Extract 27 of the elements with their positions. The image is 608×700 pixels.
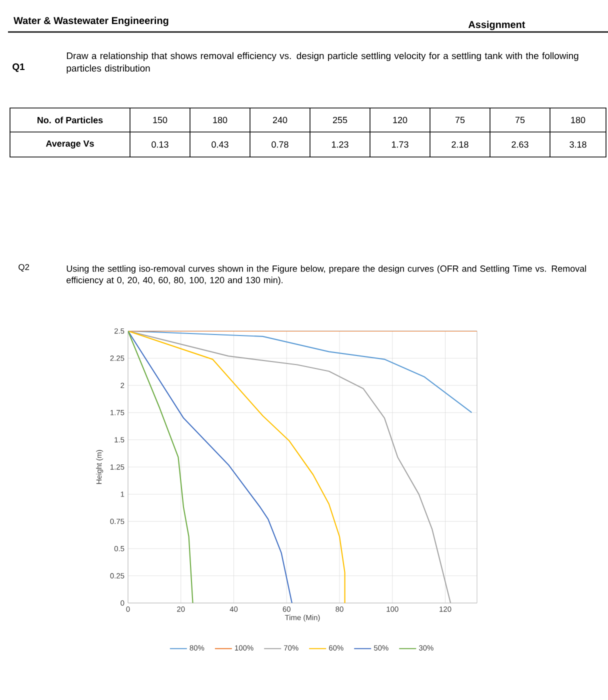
line-series: [128, 331, 346, 604]
text: Water & Wastewater Engineering: [14, 16, 168, 26]
text: No. of Particles: [38, 116, 103, 124]
text: Q1: [12, 63, 25, 72]
text: Draw a relationship that shows removal efficiency vs. design particle settling velocity for a settling tank with the following particles distribution: [66, 52, 578, 74]
line-series: [128, 331, 292, 604]
text: 150: [153, 116, 168, 124]
text: 0.78: [272, 141, 288, 148]
text: 75: [515, 116, 525, 124]
text: 2.63: [512, 141, 528, 148]
text: 0.13: [152, 141, 168, 148]
text: 255: [332, 116, 348, 124]
text: 240: [272, 116, 288, 124]
text: 3.18: [570, 141, 586, 148]
text: 0.43: [212, 141, 228, 148]
text: 1.23: [332, 141, 348, 148]
text: Average Vs: [46, 140, 94, 149]
text: Assignment: [468, 20, 526, 30]
text: 1.73: [392, 141, 408, 148]
line-series: [128, 331, 194, 604]
text: 120: [393, 116, 408, 124]
text: 2.18: [452, 141, 468, 148]
text: Using the settling iso-removal curves shown in the Figure below, prepare the design curves (OFR and Settling Time vs. Removal efficiency at 0, 20, 40, 60, 80, 100, 120 and 130 min).: [66, 265, 586, 286]
text: 180: [213, 116, 228, 124]
text: 75: [455, 116, 465, 124]
text: Q2: [18, 264, 30, 272]
text: 180: [571, 116, 586, 124]
